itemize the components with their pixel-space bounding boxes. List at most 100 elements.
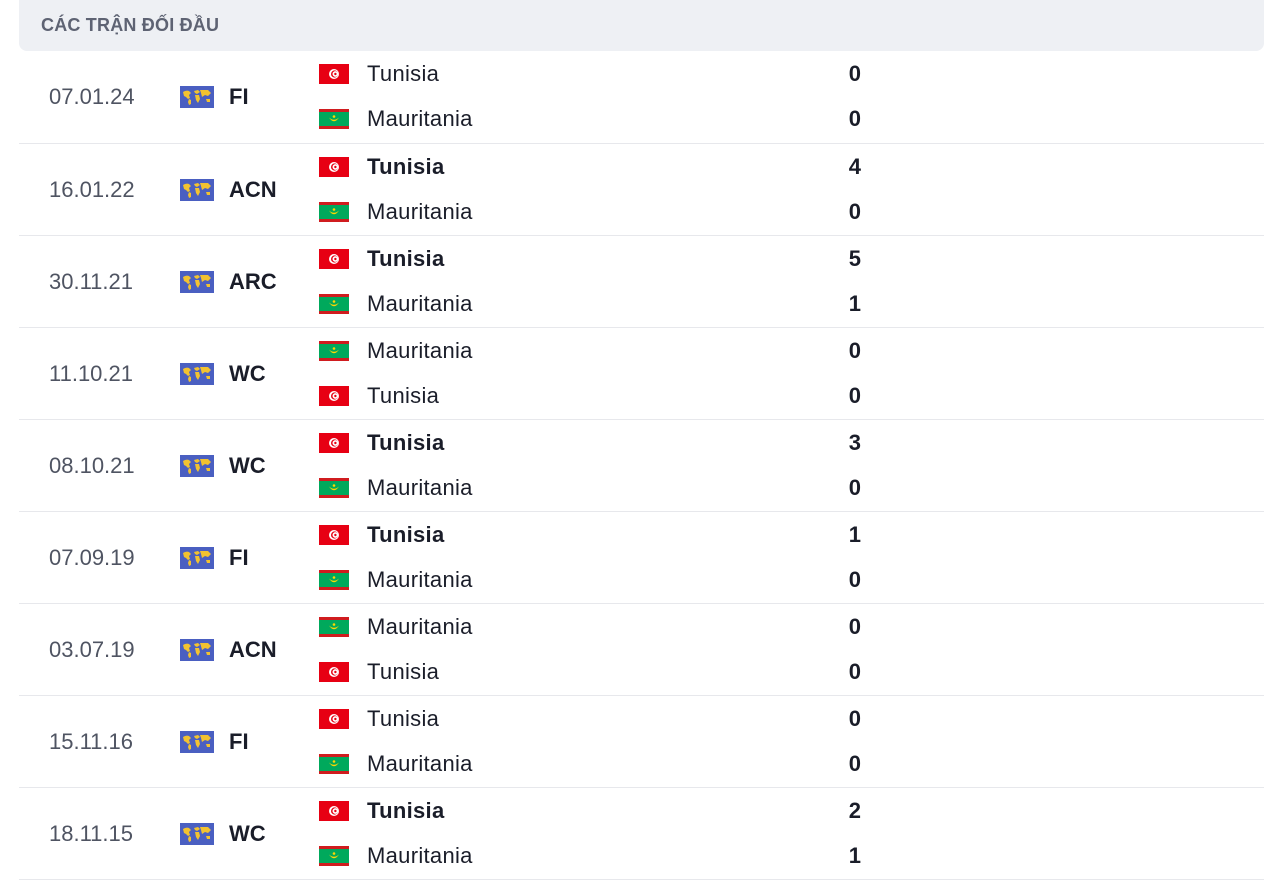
team-score: 1 [848, 522, 861, 547]
team-score: 0 [848, 61, 861, 86]
team-score: 0 [848, 614, 861, 639]
mauritania-flag-icon [319, 341, 349, 361]
team-name: Mauritania [367, 614, 473, 639]
home-team[interactable]: Tunisia 1 [319, 520, 879, 550]
match-row[interactable]: 30.11.21 ARC Tunisia 5 Mauritania 1 [19, 236, 1264, 328]
match-row[interactable]: 15.11.16 FI Tunisia 0 Mauritania 0 [19, 696, 1264, 788]
mauritania-flag-icon [319, 754, 349, 774]
team-name: Tunisia [367, 154, 445, 179]
tunisia-flag-icon [319, 433, 349, 453]
team-name: Mauritania [367, 199, 473, 224]
team-name: Tunisia [367, 246, 445, 271]
home-team[interactable]: Tunisia 3 [319, 428, 879, 458]
world-map-icon [180, 454, 214, 477]
team-score: 4 [848, 154, 861, 179]
home-team[interactable]: Tunisia 2 [319, 796, 879, 826]
home-team[interactable]: Tunisia 5 [319, 244, 879, 274]
team-score: 0 [848, 106, 861, 131]
match-row[interactable]: 08.10.21 WC Tunisia 3 Mauritania 0 [19, 420, 1264, 512]
team-score: 0 [848, 659, 861, 684]
world-map-icon [180, 822, 214, 845]
match-row[interactable]: 11.10.21 WC Mauritania 0 Tunisia 0 [19, 328, 1264, 420]
tunisia-flag-icon [319, 525, 349, 545]
competition-code: WC [229, 452, 266, 478]
tunisia-flag-icon [319, 157, 349, 177]
competition-code: ACN [229, 176, 277, 202]
team-name: Mauritania [367, 567, 473, 592]
away-team[interactable]: Mauritania 0 [319, 197, 879, 227]
mauritania-flag-icon [319, 846, 349, 866]
competition-code: ARC [229, 268, 277, 294]
match-date: 30.11.21 [49, 268, 134, 294]
away-team[interactable]: Mauritania 1 [319, 841, 879, 871]
tunisia-flag-icon [319, 386, 349, 406]
match-date: 16.01.22 [49, 176, 135, 202]
competition-code: FI [229, 84, 249, 109]
team-name: Tunisia [367, 706, 440, 731]
world-map-icon [180, 270, 214, 293]
mauritania-flag-icon [319, 294, 349, 314]
team-score: 0 [848, 383, 861, 408]
team-score: 3 [848, 430, 861, 455]
team-score: 1 [848, 291, 861, 316]
match-row[interactable]: 03.07.19 ACN Mauritania 0 Tunisia 0 [19, 604, 1264, 696]
match-date: 07.01.24 [49, 84, 135, 109]
away-team[interactable]: Mauritania 0 [319, 749, 879, 779]
team-score: 2 [848, 798, 861, 823]
away-team[interactable]: Mauritania 0 [319, 473, 879, 503]
team-name: Mauritania [367, 475, 473, 500]
home-team[interactable]: Mauritania 0 [319, 612, 879, 642]
competition-code: WC [229, 360, 266, 386]
home-team[interactable]: Tunisia 0 [319, 704, 879, 734]
team-score: 5 [848, 246, 861, 271]
tunisia-flag-icon [319, 709, 349, 729]
match-row[interactable]: 16.01.22 ACN Tunisia 4 Mauritania 0 [19, 144, 1264, 236]
team-score: 1 [848, 843, 861, 868]
match-date: 07.09.19 [49, 544, 135, 570]
tunisia-flag-icon [319, 662, 349, 682]
tunisia-flag-icon [319, 64, 349, 84]
away-team[interactable]: Tunisia 0 [319, 657, 879, 687]
away-team[interactable]: Mauritania 1 [319, 289, 879, 319]
team-name: Tunisia [367, 61, 440, 86]
team-name: Tunisia [367, 430, 445, 455]
team-score: 0 [848, 706, 861, 731]
world-map-icon [180, 178, 214, 201]
mauritania-flag-icon [319, 478, 349, 498]
world-map-icon [180, 546, 214, 569]
home-team[interactable]: Mauritania 0 [319, 336, 879, 366]
world-map-icon [180, 86, 214, 108]
team-name: Mauritania [367, 291, 473, 316]
home-team[interactable]: Tunisia 0 [319, 59, 879, 89]
match-row[interactable]: 18.11.15 WC Tunisia 2 Mauritania 1 [19, 788, 1264, 880]
match-list: 07.01.24 FI Tunisia 0 Mauritania 0 16.01… [19, 51, 1264, 880]
away-team[interactable]: Mauritania 0 [319, 104, 879, 134]
team-name: Tunisia [367, 383, 440, 408]
team-name: Mauritania [367, 751, 473, 776]
team-score: 0 [848, 751, 861, 776]
away-team[interactable]: Mauritania 0 [319, 565, 879, 595]
world-map-icon [180, 362, 214, 385]
world-map-icon [180, 730, 214, 753]
team-name: Tunisia [367, 659, 440, 684]
team-score: 0 [848, 338, 861, 363]
tunisia-flag-icon [319, 249, 349, 269]
match-row[interactable]: 07.01.24 FI Tunisia 0 Mauritania 0 [19, 51, 1264, 144]
team-name: Tunisia [367, 798, 445, 823]
section-title: CÁC TRẬN ĐỐI ĐẦU [41, 15, 220, 35]
away-team[interactable]: Tunisia 0 [319, 381, 879, 411]
team-score: 0 [848, 567, 861, 592]
match-date: 11.10.21 [49, 360, 134, 386]
match-date: 08.10.21 [49, 452, 135, 478]
team-name: Mauritania [367, 106, 473, 131]
match-date: 03.07.19 [49, 636, 135, 662]
head-to-head-panel: CÁC TRẬN ĐỐI ĐẦU 07.01.24 FI Tunisia 0 M… [19, 0, 1264, 893]
competition-code: ACN [229, 636, 277, 662]
mauritania-flag-icon [319, 109, 349, 129]
home-team[interactable]: Tunisia 4 [319, 152, 879, 182]
mauritania-flag-icon [319, 617, 349, 637]
team-score: 0 [848, 199, 861, 224]
competition-code: FI [229, 544, 249, 570]
match-row[interactable]: 07.09.19 FI Tunisia 1 Mauritania 0 [19, 512, 1264, 604]
team-name: Mauritania [367, 843, 473, 868]
